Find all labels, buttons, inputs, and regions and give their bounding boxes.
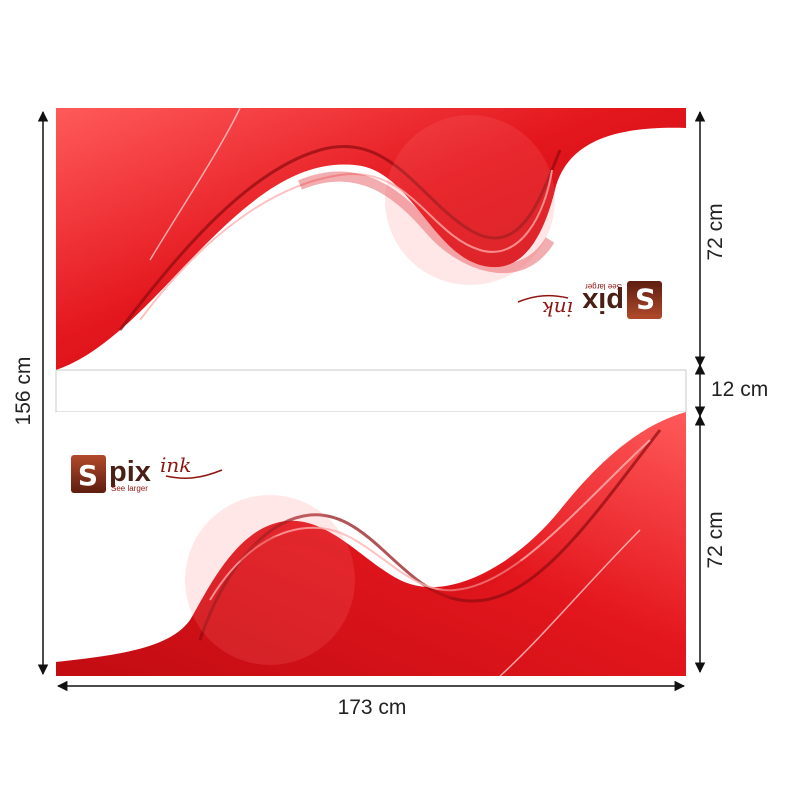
logo-bottom-swoosh	[165, 469, 223, 479]
top-wave-highlight	[149, 108, 241, 261]
gap-strip	[55, 369, 687, 413]
logo-top: S pix ink See larger	[517, 281, 662, 321]
logo-top-brand-main: pix	[582, 286, 624, 318]
logo-top-brand-script: ink	[542, 297, 573, 321]
logo-bottom-brand-script: ink	[160, 453, 191, 477]
logo-bottom-mark-box	[71, 455, 106, 493]
logo-bottom: S pix ink See larger	[71, 453, 223, 493]
logo-top-tagline: See larger	[585, 282, 622, 291]
bottom-wave-highlight	[499, 529, 641, 676]
bottom-panel-height-label: 72 cm	[704, 511, 727, 568]
top-wave-ribbon-2	[139, 169, 553, 321]
logo-bottom-brand-main: pix	[109, 456, 151, 488]
top-red-wave	[56, 108, 686, 370]
total-height-label: 156 cm	[12, 357, 35, 426]
top-panel: S pix ink See larger	[56, 108, 686, 370]
top-wave-ribbon-3	[298, 171, 555, 274]
bottom-red-wave	[56, 412, 686, 676]
logo-top-mark-box	[627, 281, 662, 319]
logo-bottom-mark-letter: S	[78, 459, 98, 492]
total-width-label: 173 cm	[338, 696, 407, 719]
bottom-wave-ribbon-2	[209, 439, 651, 601]
logo-top-swoosh	[517, 294, 569, 303]
top-wave-mist	[385, 115, 555, 285]
top-panel-height-label: 72 cm	[704, 203, 727, 260]
bottom-panel: S pix ink See larger	[56, 412, 686, 676]
gap-height-label: 12 cm	[711, 378, 768, 401]
bottom-wave-ribbon-3	[236, 534, 524, 601]
bottom-wave-mist	[185, 495, 355, 665]
logo-bottom-tagline: See larger	[111, 484, 148, 493]
top-wave-ribbon-1	[118, 144, 562, 331]
logo-top-mark-letter: S	[635, 282, 655, 315]
bottom-wave-ribbon-1	[198, 429, 662, 641]
